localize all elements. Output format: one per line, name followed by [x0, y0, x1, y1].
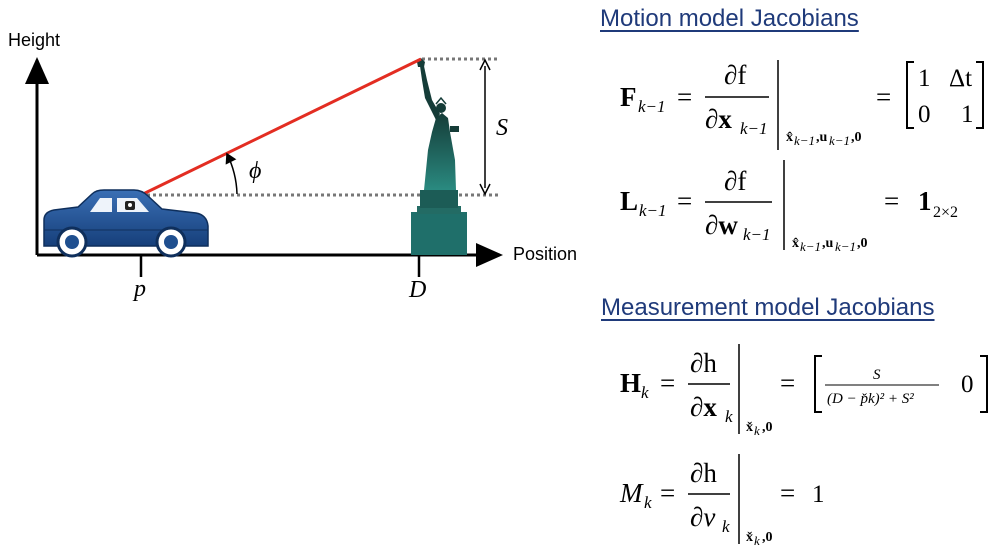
svg-text:∂f: ∂f	[724, 60, 746, 90]
equation-F: F k−1 = ∂f ∂x k−1 x̂ k−1 ,u k−1 ,0 = 1 Δ…	[620, 60, 984, 150]
motion-section-title: Motion model Jacobians	[600, 5, 859, 32]
angle-label: ϕ	[249, 158, 261, 184]
svg-text:=: =	[876, 82, 891, 112]
landmark-position-label: D	[408, 277, 426, 303]
svg-text:k: k	[754, 423, 760, 438]
measurement-section-title: Measurement model Jacobians	[601, 294, 935, 321]
equation-L: L k−1 = ∂f ∂w k−1 x̂ k−1 ,u k−1 ,0 = 1 2…	[620, 160, 958, 254]
svg-text:2×2: 2×2	[933, 204, 958, 221]
svg-text:F: F	[620, 82, 637, 112]
svg-text:k: k	[644, 493, 652, 512]
svg-text:k−1: k−1	[800, 239, 821, 254]
svg-text:,0: ,0	[762, 420, 773, 435]
svg-text:=: =	[780, 368, 795, 398]
svg-text:0: 0	[961, 371, 974, 398]
svg-text:1: 1	[918, 65, 931, 92]
line-of-sight	[140, 57, 422, 197]
x-axis-label: Position	[513, 244, 577, 264]
svg-text:∂v: ∂v	[690, 502, 715, 532]
svg-text:0: 0	[918, 101, 931, 128]
svg-text:x̌: x̌	[746, 530, 753, 545]
svg-text:k−1: k−1	[639, 201, 667, 220]
height-arrow-top	[479, 58, 491, 71]
svg-text:(D − p̌k)² + S²: (D − p̌k)² + S²	[827, 391, 914, 407]
svg-text:x̌: x̌	[746, 420, 753, 435]
geometry-diagram: Height Position p D S ϕ	[8, 30, 577, 303]
svg-text:,0: ,0	[762, 530, 773, 545]
height-arrow-bottom	[479, 183, 491, 196]
svg-text:∂x: ∂x	[705, 104, 732, 134]
svg-text:k−1: k−1	[638, 97, 666, 116]
svg-text:=: =	[677, 186, 692, 216]
svg-text:k−1: k−1	[794, 133, 815, 148]
statue-of-liberty-icon	[411, 58, 467, 255]
svg-text:L: L	[620, 186, 638, 216]
svg-text:k: k	[725, 407, 733, 426]
svg-text:k: k	[754, 533, 760, 548]
height-label: S	[496, 115, 508, 141]
svg-text:∂h: ∂h	[690, 458, 717, 488]
svg-text:1: 1	[812, 481, 825, 508]
svg-text:,u: ,u	[822, 236, 834, 251]
jacobian-equations: F k−1 = ∂f ∂x k−1 x̂ k−1 ,u k−1 ,0 = 1 Δ…	[619, 60, 988, 548]
equation-H: H k = ∂h ∂x k x̌ k ,0 = S (D − p̌k)² + S…	[620, 344, 988, 438]
svg-text:=: =	[677, 82, 692, 112]
equation-M: M k = ∂h ∂v k x̌ k ,0 = 1	[619, 454, 825, 548]
svg-text:=: =	[660, 368, 675, 398]
svg-text:,u: ,u	[816, 130, 828, 145]
svg-text:,0: ,0	[851, 130, 862, 145]
svg-text:M: M	[619, 478, 644, 508]
svg-text:=: =	[780, 478, 795, 508]
svg-text:∂x: ∂x	[690, 392, 717, 422]
svg-text:x̂: x̂	[786, 130, 793, 145]
svg-text:1: 1	[961, 101, 974, 128]
svg-text:k−1: k−1	[740, 119, 768, 138]
svg-text:,0: ,0	[857, 236, 868, 251]
svg-text:x̂: x̂	[792, 236, 799, 251]
svg-text:k−1: k−1	[829, 133, 850, 148]
y-axis-label: Height	[8, 30, 60, 50]
svg-text:S: S	[873, 367, 881, 383]
svg-text:∂w: ∂w	[705, 210, 738, 240]
svg-text:k−1: k−1	[743, 225, 771, 244]
angle-arc	[225, 152, 238, 195]
car-position-label: p	[132, 276, 146, 302]
svg-text:k: k	[722, 517, 730, 536]
svg-text:∂f: ∂f	[724, 166, 746, 196]
svg-text:=: =	[660, 478, 675, 508]
car-icon	[43, 189, 209, 258]
svg-text:k: k	[641, 383, 649, 402]
svg-text:1: 1	[918, 186, 932, 216]
svg-text:=: =	[884, 186, 899, 216]
svg-text:H: H	[620, 368, 641, 398]
svg-text:k−1: k−1	[835, 239, 856, 254]
svg-text:Δt: Δt	[949, 65, 972, 92]
svg-text:∂h: ∂h	[690, 348, 717, 378]
